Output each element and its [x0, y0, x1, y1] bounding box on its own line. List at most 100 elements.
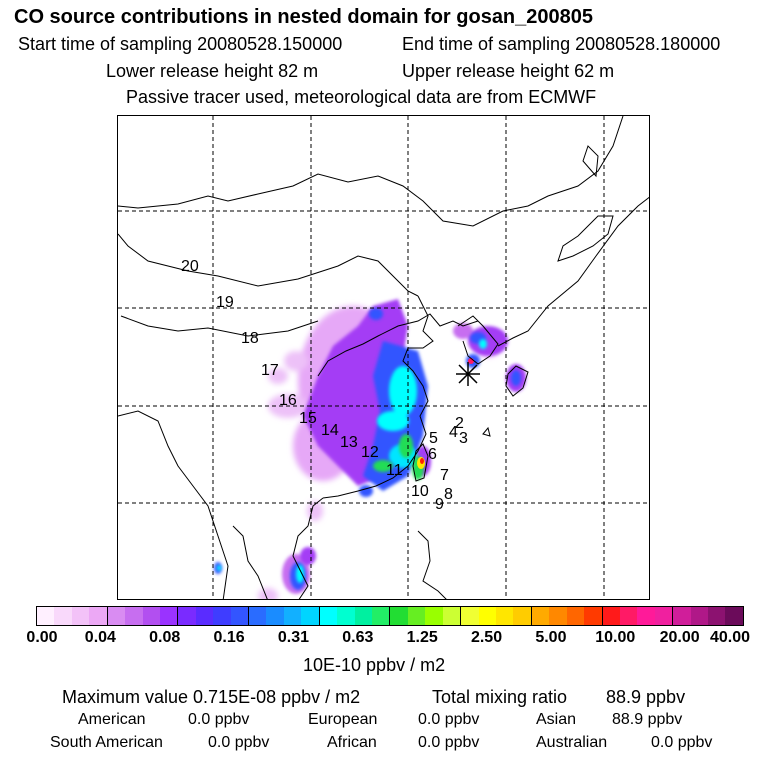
colorbar-swatch: [319, 607, 338, 625]
american-value: 0.0 ppbv: [188, 711, 250, 728]
colorbar-swatch: [107, 607, 126, 625]
colorbar-swatch: [673, 607, 691, 625]
lower-release-label: Lower release height 82 m: [106, 61, 319, 81]
south-american-value: 0.0 ppbv: [208, 734, 270, 751]
plot-title: CO source contributions in nested domain…: [14, 6, 594, 28]
track-label-19: 19: [216, 294, 234, 311]
total-mixing-ratio-value: 88.9 ppbv: [606, 687, 686, 707]
track-label-13: 13: [340, 434, 358, 451]
european-value: 0.0 ppbv: [418, 711, 480, 728]
map-panel: 2 3 4 5 6 7 8 9 10 11 12 13 14 15 16 17 …: [117, 115, 650, 600]
colorbar-swatch: [619, 607, 638, 625]
australian-label: Australian: [536, 734, 608, 751]
european-label: European: [308, 711, 378, 728]
colorbar-swatch: [301, 607, 320, 625]
colorbar-tick-label: 5.00: [535, 629, 567, 646]
colorbar-swatch: [390, 607, 408, 625]
plume-hotspot: [417, 358, 474, 469]
track-label-9: 9: [435, 496, 444, 513]
colorbar-swatch: [478, 607, 496, 625]
track-label-11: 11: [386, 462, 403, 479]
track-label-3: 3: [459, 430, 468, 447]
colorbar-swatch: [407, 607, 426, 625]
colorbar-tick-label: 40.00: [709, 629, 751, 646]
track-label-10: 10: [411, 483, 429, 500]
track-label-12: 12: [361, 444, 379, 461]
colorbar-swatch: [461, 607, 479, 625]
colorbar-swatch: [125, 607, 143, 625]
american-label: American: [78, 711, 146, 728]
track-label-20: 20: [181, 258, 199, 275]
end-time-label: End time of sampling 20080528.180000: [402, 34, 721, 54]
colorbar-swatch: [654, 607, 674, 625]
track-label-2: 2: [455, 415, 464, 432]
upper-release-label: Upper release height 62 m: [402, 61, 615, 81]
track-label-14: 14: [321, 422, 339, 439]
colorbar-tick-label: 1.25: [406, 629, 438, 646]
colorbar-tick-label: 0.00: [26, 629, 58, 646]
colorbar-tick-label: 0.63: [342, 629, 374, 646]
colorbar-swatch: [195, 607, 214, 625]
plume-layer: [214, 299, 526, 599]
colorbar-swatch: [513, 607, 532, 625]
colorbar-tick-label: 20.00: [659, 629, 700, 646]
track-label-6: 6: [428, 446, 437, 463]
colorbar-swatch: [159, 607, 179, 625]
asian-label: Asian: [536, 711, 577, 728]
colorbar-swatch: [372, 607, 391, 625]
colorbar-swatch: [531, 607, 550, 625]
colorbar-unit-label: 10E-10 ppbv / m2: [303, 655, 446, 675]
track-label-18: 18: [241, 330, 259, 347]
colorbar: [36, 606, 744, 626]
colorbar-swatch: [142, 607, 160, 625]
start-time-label: Start time of sampling 20080528.150000: [18, 34, 343, 54]
colorbar-swatch: [584, 607, 603, 625]
graticule: [118, 116, 649, 599]
track-label-4: 4: [449, 424, 458, 441]
colorbar-tick-label: 0.04: [84, 629, 116, 646]
colorbar-swatch: [54, 607, 72, 625]
colorbar-swatch: [71, 607, 90, 625]
colorbar-swatch: [354, 607, 373, 625]
colorbar-tick-label: 0.16: [213, 629, 245, 646]
coastlines: [118, 116, 649, 599]
colorbar-tick-label: 2.50: [470, 629, 503, 646]
colorbar-swatch: [566, 607, 585, 625]
colorbar-swatch: [690, 607, 709, 625]
colorbar-tick-label: 0.31: [277, 629, 310, 646]
track-label-7: 7: [440, 467, 449, 484]
track-label-5: 5: [429, 430, 438, 447]
track-label-8: 8: [444, 486, 453, 503]
african-value: 0.0 ppbv: [418, 734, 480, 751]
colorbar-swatch: [249, 607, 267, 625]
model-note-label: Passive tracer used, meteorological data…: [126, 87, 597, 107]
african-label: African: [327, 734, 377, 751]
track-label-16: 16: [279, 392, 297, 409]
maximum-value-label: Maximum value 0.715E-08 ppbv / m2: [62, 687, 361, 707]
track-label-17: 17: [261, 362, 279, 379]
colorbar-swatch: [495, 607, 514, 625]
colorbar-swatch: [178, 607, 196, 625]
south-american-label: South American: [50, 734, 163, 751]
colorbar-swatch: [549, 607, 567, 625]
asian-value: 88.9 ppbv: [612, 711, 683, 728]
colorbar-tick-label: 10.00: [595, 629, 636, 646]
colorbar-swatch: [708, 607, 726, 625]
colorbar-swatch: [637, 607, 655, 625]
colorbar-swatch: [213, 607, 231, 625]
total-mixing-ratio-label: Total mixing ratio: [432, 687, 568, 707]
colorbar-swatch: [337, 607, 355, 625]
asterisk-icon: [456, 362, 480, 386]
colorbar-tick-label: 0.08: [149, 629, 181, 646]
colorbar-swatch: [283, 607, 302, 625]
colorbar-swatch: [266, 607, 284, 625]
track-label-15: 15: [299, 410, 317, 427]
australian-value: 0.0 ppbv: [651, 734, 713, 751]
colorbar-swatch: [89, 607, 108, 625]
colorbar-swatch: [725, 607, 743, 625]
colorbar-swatch: [425, 607, 443, 625]
colorbar-swatch: [442, 607, 462, 625]
colorbar-swatch: [230, 607, 250, 625]
colorbar-swatch: [37, 607, 55, 625]
colorbar-swatch: [602, 607, 620, 625]
